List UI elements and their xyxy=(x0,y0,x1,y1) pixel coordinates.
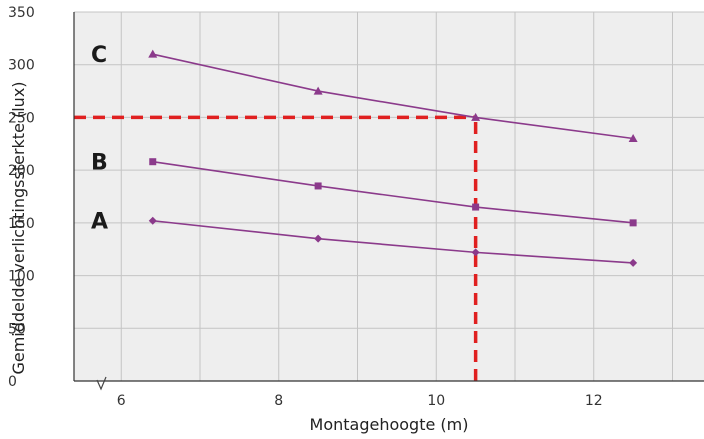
data-point xyxy=(314,234,323,243)
data-point xyxy=(471,248,480,257)
data-point xyxy=(628,134,638,143)
series-A: A xyxy=(91,210,638,267)
data-point xyxy=(313,86,323,95)
y-axis-label: Gemiddelde verlichtingssterkte (lux) xyxy=(9,81,28,374)
y-tick-label: 200 xyxy=(8,163,35,179)
y-tick-label: 50 xyxy=(8,321,26,337)
grid xyxy=(74,11,704,381)
series-label-A: A xyxy=(91,210,108,235)
series-B: B xyxy=(91,151,637,227)
data-point xyxy=(314,182,322,190)
series-line-B xyxy=(152,160,634,224)
y-tick-label: 100 xyxy=(8,269,35,285)
y-tick-label: 150 xyxy=(8,216,35,232)
tick-labels: 0 50 100 150 200 250 300 350 6 8 10 12 xyxy=(8,5,603,409)
y-tick-label: 300 xyxy=(8,58,35,74)
x-tick-label: 8 xyxy=(274,393,283,409)
guide-lines xyxy=(74,115,478,381)
x-tick-label: 10 xyxy=(427,393,445,409)
series-group: A B C xyxy=(91,43,638,267)
series-label-C: C xyxy=(91,43,107,68)
y-tick-label: 250 xyxy=(8,110,35,126)
series-line-C xyxy=(152,53,634,140)
data-point xyxy=(149,158,157,166)
data-point xyxy=(472,203,480,211)
x-tick-label: 6 xyxy=(117,393,126,409)
data-point xyxy=(629,219,637,227)
data-point xyxy=(148,216,157,225)
y-tick-label: 0 xyxy=(8,374,17,390)
plot-background xyxy=(74,12,704,381)
x-tick-label: 12 xyxy=(585,393,603,409)
x-axis-label: Montagehoogte (m) xyxy=(310,415,469,434)
axes-frame xyxy=(73,12,704,391)
series-label-B: B xyxy=(91,151,108,176)
axis-break-mark xyxy=(96,376,107,391)
data-point xyxy=(629,258,638,267)
data-point xyxy=(471,112,481,121)
series-C: C xyxy=(91,43,638,143)
y-tick-label: 350 xyxy=(8,5,35,21)
series-line-A xyxy=(152,219,634,264)
data-point xyxy=(148,49,158,58)
